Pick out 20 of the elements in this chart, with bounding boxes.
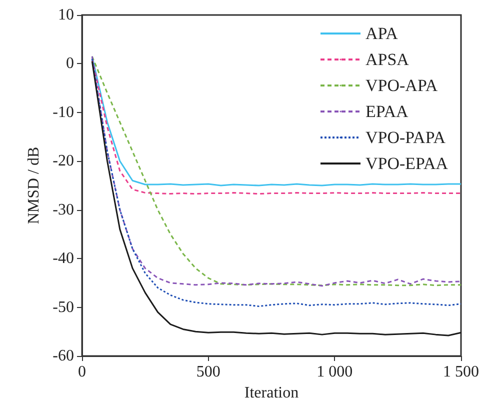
y-axis-title: NMSD / dB (25, 146, 42, 224)
x-tick-label: 500 (196, 364, 220, 380)
y-tick-label: -40 (52, 250, 74, 268)
x-tick-label: 1 000 (316, 364, 353, 380)
legend-label: VPO-PAPA (366, 128, 446, 147)
legend-label: APSA (366, 50, 410, 69)
y-tick-label: 0 (66, 55, 74, 72)
x-tick-label: 0 (78, 364, 86, 380)
x-axis-title: Iteration (244, 384, 299, 402)
legend-label: VPO-EPAA (366, 154, 449, 173)
legend-label: VPO-APA (366, 76, 438, 95)
y-tick-label: -20 (52, 152, 74, 170)
y-tick-label: -10 (52, 104, 74, 121)
y-tick-label: -50 (52, 298, 74, 316)
y-tick-label: 10 (58, 6, 74, 24)
legend-label: EPAA (366, 102, 410, 121)
y-tick-label: -60 (52, 348, 74, 364)
legend-label: APA (366, 24, 399, 43)
x-tick-label: 1 500 (443, 364, 479, 380)
y-tick-label: -30 (52, 201, 74, 218)
